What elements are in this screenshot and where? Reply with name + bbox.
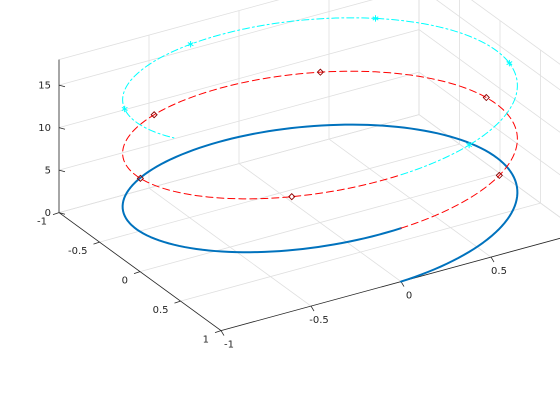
series-2-diamond-marker xyxy=(495,171,503,180)
x-tick-3 xyxy=(490,256,495,263)
floor-grid-y-3 xyxy=(180,202,541,302)
back-wall-grid-z-3 xyxy=(58,0,374,86)
asterisk-stroke xyxy=(187,42,194,47)
series-1-line xyxy=(121,123,519,283)
side-wall-grid-z-2 xyxy=(418,29,560,133)
y-tick-label: 0.5 xyxy=(153,305,169,316)
grid-layer xyxy=(58,0,560,331)
back-wall-grid-z-2 xyxy=(58,29,420,128)
y-tick-0 xyxy=(52,212,60,215)
y-tick-4 xyxy=(214,330,222,333)
x-axis-line xyxy=(220,237,560,331)
series-2-line xyxy=(122,70,518,229)
y-tick-label: -0.5 xyxy=(68,246,88,257)
marker-layer xyxy=(121,15,513,201)
floor-grid-y-4 xyxy=(220,237,560,331)
z-tick-0 xyxy=(58,212,66,215)
series-3-line xyxy=(122,17,518,176)
z-tick-1 xyxy=(58,169,66,173)
side-wall-grid-z-3 xyxy=(436,0,560,91)
floor-grid-y-1 xyxy=(99,143,460,243)
x-tick-label: 0.5 xyxy=(491,266,507,277)
series-2-diamond-marker xyxy=(482,93,490,102)
x-tick-label: -1 xyxy=(224,340,234,351)
y-tick-label: -1 xyxy=(37,217,47,228)
axis-layer xyxy=(52,59,560,336)
side-wall-grid-z-0 xyxy=(418,114,560,218)
y-tick-1 xyxy=(93,241,100,245)
z-tick-label: 15 xyxy=(38,81,51,92)
y-tick-label: 1 xyxy=(203,335,209,346)
back-wall-grid-z-1 xyxy=(58,71,420,171)
y-tick-label: 0 xyxy=(122,276,128,287)
x-tick-1 xyxy=(310,305,315,312)
side-wall-top-edge xyxy=(471,0,560,65)
back-wall-grid-z-0 xyxy=(58,114,420,213)
series-3-asterisk-marker xyxy=(372,15,379,22)
back-wall-top-edge xyxy=(58,0,280,60)
asterisk-stroke xyxy=(121,106,128,112)
z-tick-label: 5 xyxy=(45,166,51,177)
side-wall-grid-z-1 xyxy=(418,71,560,176)
series-2-diamond-marker xyxy=(288,193,296,201)
z-tick-2 xyxy=(58,127,66,130)
x-tick-0 xyxy=(220,330,225,336)
series-3-asterisk-marker xyxy=(121,105,128,113)
asterisk-stroke xyxy=(506,61,513,66)
x-tick-label: -0.5 xyxy=(309,315,329,326)
series-2-diamond-marker xyxy=(316,68,325,76)
floor-grid-y-2 xyxy=(139,173,501,272)
series-3-asterisk-marker xyxy=(466,141,473,149)
series-2-diamond-marker xyxy=(136,174,144,182)
series-3-asterisk-marker xyxy=(506,59,513,67)
z-tick-3 xyxy=(58,84,66,88)
asterisk-stroke xyxy=(466,143,473,148)
z-tick-label: 0 xyxy=(45,208,51,219)
floor-grid-x-4 xyxy=(418,114,560,218)
y-tick-3 xyxy=(174,300,181,304)
series-2-diamond-marker xyxy=(150,111,158,119)
y-tick-2 xyxy=(133,271,141,274)
series-layer xyxy=(121,17,519,283)
series-3-asterisk-marker xyxy=(187,41,194,48)
x-tick-label: 0 xyxy=(406,291,412,302)
asterisk-stroke xyxy=(372,16,379,21)
z-tick-label: 10 xyxy=(38,123,51,134)
